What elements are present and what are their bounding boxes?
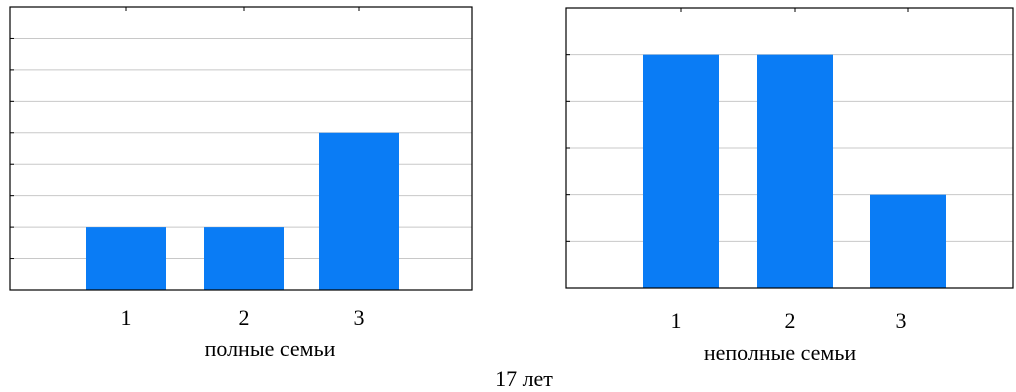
bar-3	[319, 132, 399, 290]
figure-caption: 17 лет	[495, 366, 553, 391]
chart-incomplete-families: 1 2 3 неполные семьи	[565, 7, 1014, 365]
plot-frame	[9, 6, 473, 291]
x-tick-label: 1	[671, 308, 682, 333]
x-tick-label: 2	[239, 305, 250, 330]
chart-complete-families: 1 2 3 полные семьи	[9, 6, 473, 361]
plot-frame	[565, 7, 1014, 289]
x-tick-label: 2	[785, 308, 796, 333]
bar-2	[204, 227, 284, 290]
bar-1	[86, 227, 166, 290]
bar-2	[757, 54, 833, 288]
bar-1	[643, 54, 719, 288]
x-axis-label: неполные семьи	[704, 340, 857, 365]
x-tick-label: 1	[121, 305, 132, 330]
x-tick-label: 3	[354, 305, 365, 330]
x-tick-label: 3	[896, 308, 907, 333]
bar-3	[870, 194, 946, 288]
x-axis-label: полные семьи	[205, 336, 336, 361]
